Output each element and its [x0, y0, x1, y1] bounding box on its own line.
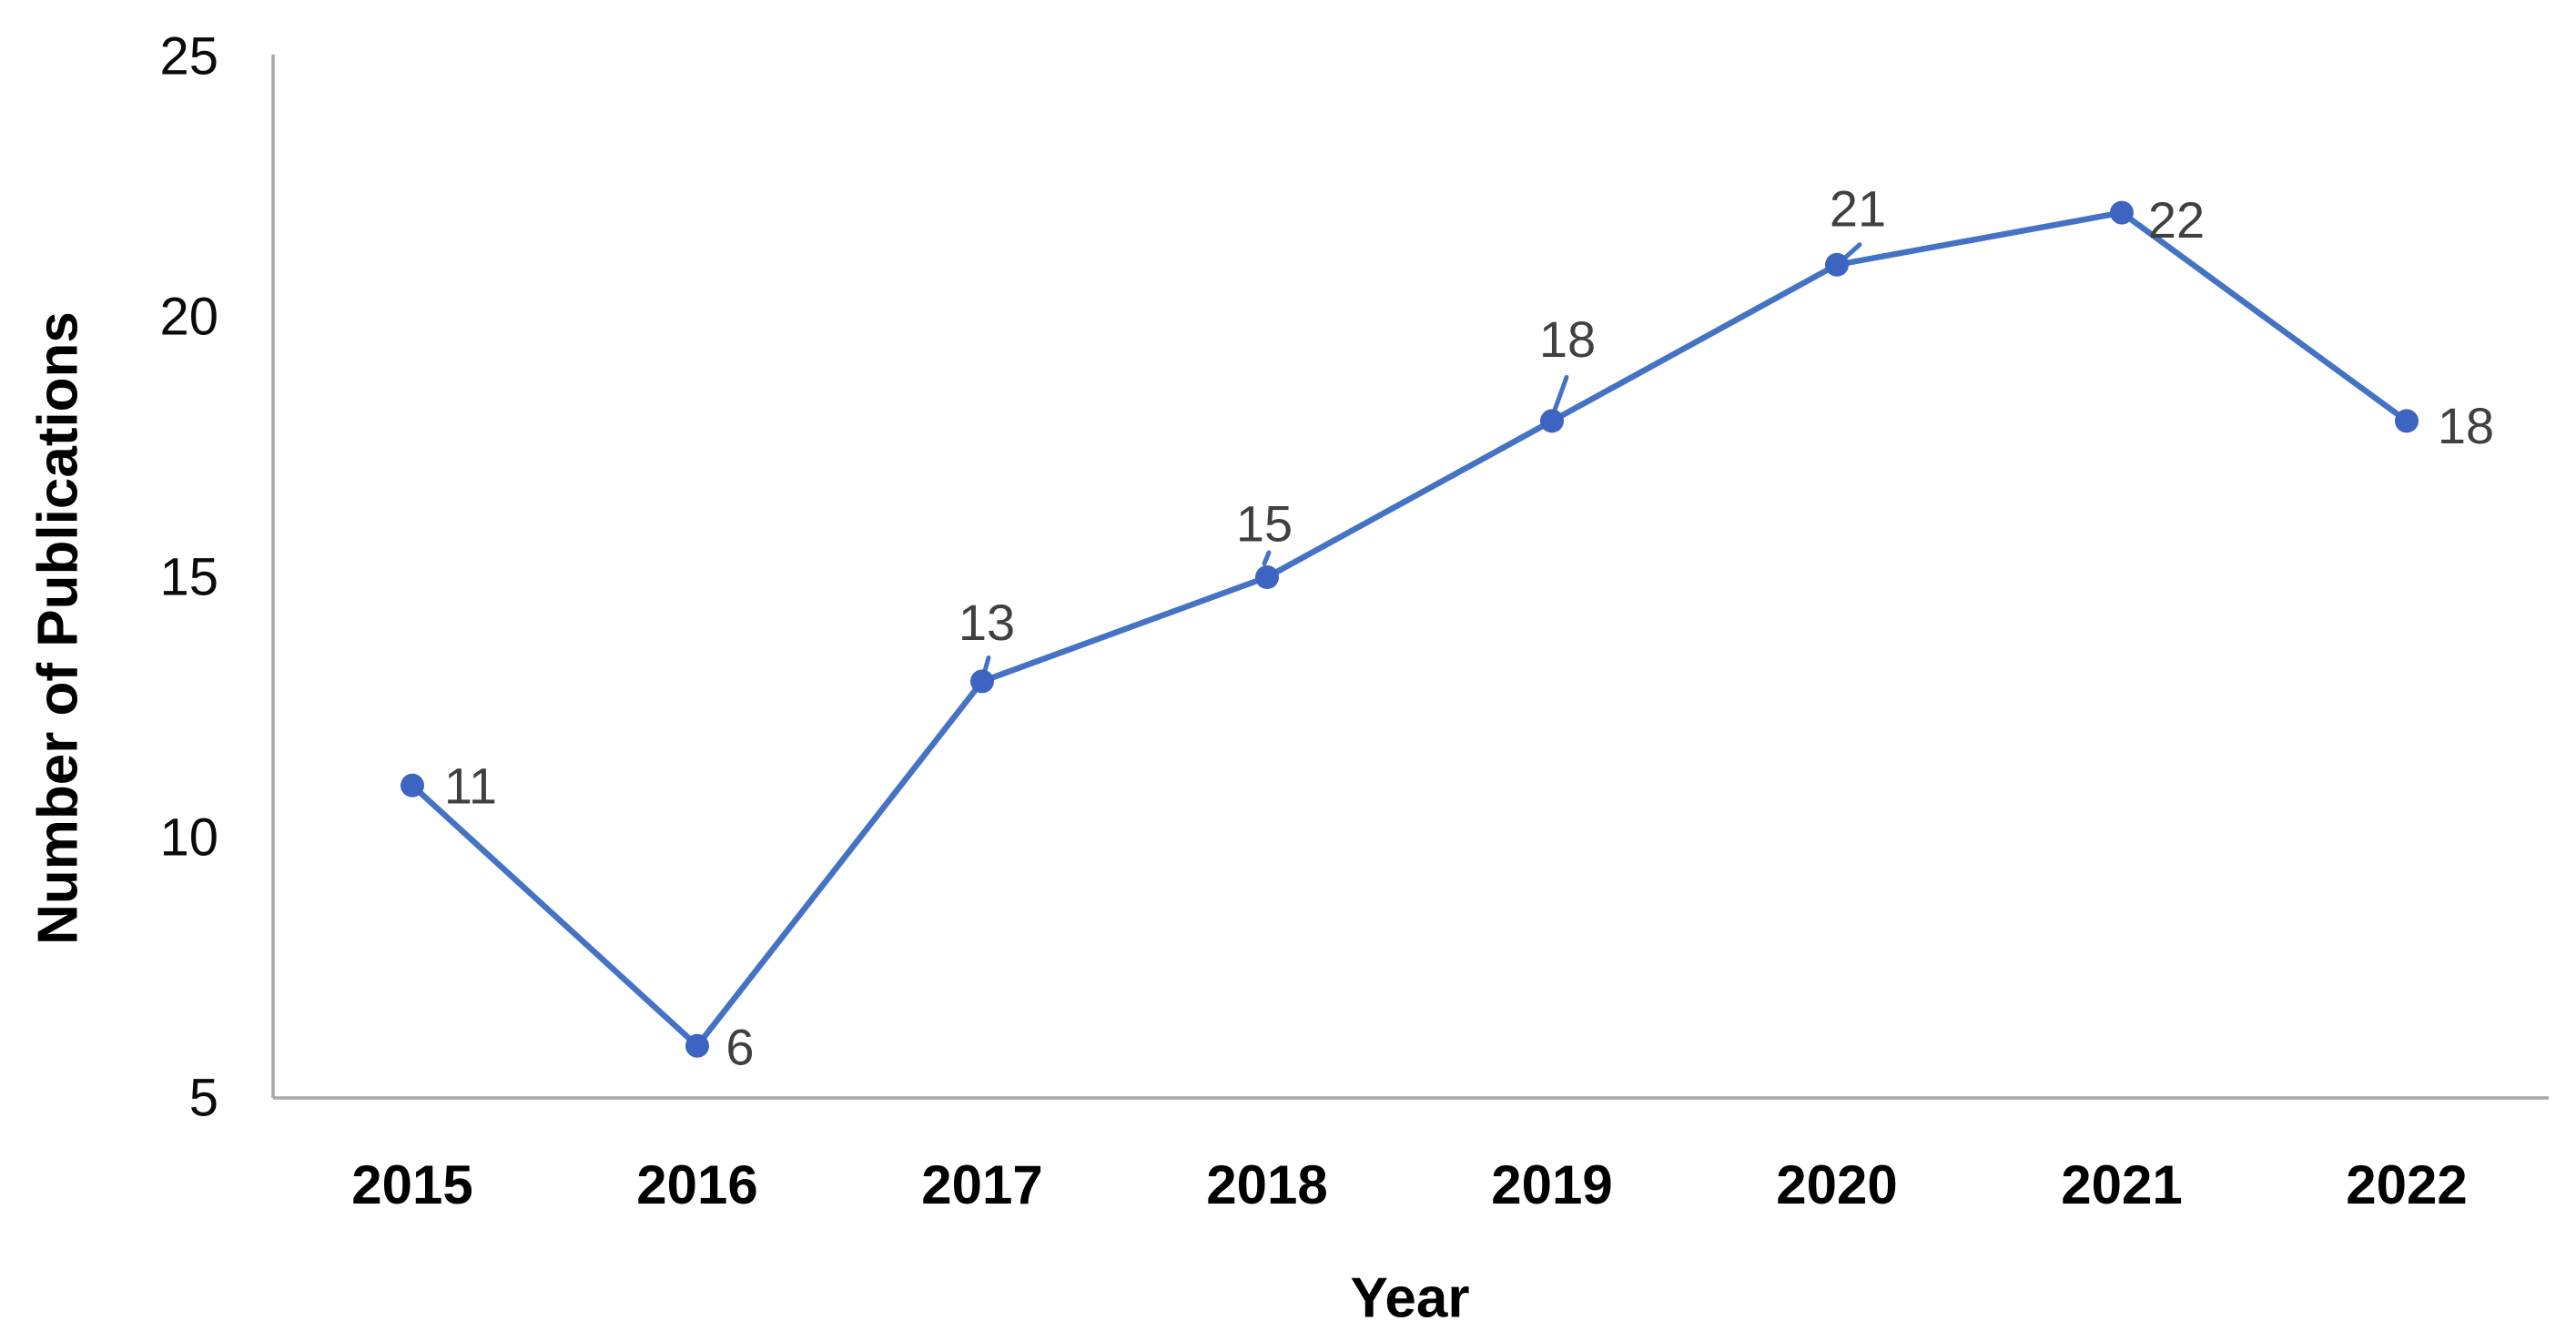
- x-tick-label: 2018: [1206, 1154, 1327, 1215]
- y-axis-title: Number of Publications: [26, 311, 90, 945]
- series-line: [409, 209, 2410, 1050]
- data-point-label: 11: [444, 757, 497, 814]
- data-point-label: 21: [1830, 179, 1886, 237]
- x-axis-title: Year: [1350, 1266, 1470, 1330]
- data-point-marker: [970, 669, 994, 694]
- data-point-label: 15: [1236, 495, 1293, 553]
- data-point-label: 6: [725, 1018, 754, 1075]
- y-tick-label: 20: [159, 288, 218, 347]
- data-point-label: 18: [2438, 397, 2494, 454]
- data-point-marker: [1540, 409, 1564, 433]
- data-point-marker: [1825, 252, 1849, 277]
- data-point-marker: [401, 773, 424, 798]
- x-tick-label: 2019: [1491, 1154, 1612, 1215]
- x-tick-label: 2022: [2346, 1154, 2467, 1215]
- y-tick-label: 10: [159, 808, 218, 868]
- data-point-marker: [2110, 200, 2134, 225]
- data-point-marker: [1255, 565, 1279, 589]
- y-tick-label: 5: [189, 1069, 218, 1128]
- x-tick-label: 2020: [1776, 1154, 1897, 1215]
- data-point-label: 18: [1539, 310, 1596, 368]
- data-point-label: 13: [958, 594, 1015, 651]
- y-tick-label: 25: [159, 27, 218, 86]
- data-point-marker: [685, 1033, 709, 1058]
- y-tick-label: 15: [159, 548, 218, 607]
- data-label-leader-line: [1262, 550, 1272, 566]
- data-point-label: 22: [2148, 191, 2205, 249]
- x-tick-label: 2015: [351, 1154, 472, 1215]
- x-tick-label: 2017: [921, 1154, 1042, 1215]
- data-label-leader-line: [1552, 374, 1569, 412]
- x-tick-label: 2016: [636, 1154, 757, 1215]
- data-point-marker: [2395, 409, 2419, 433]
- x-tick-label: 2021: [2061, 1154, 2182, 1215]
